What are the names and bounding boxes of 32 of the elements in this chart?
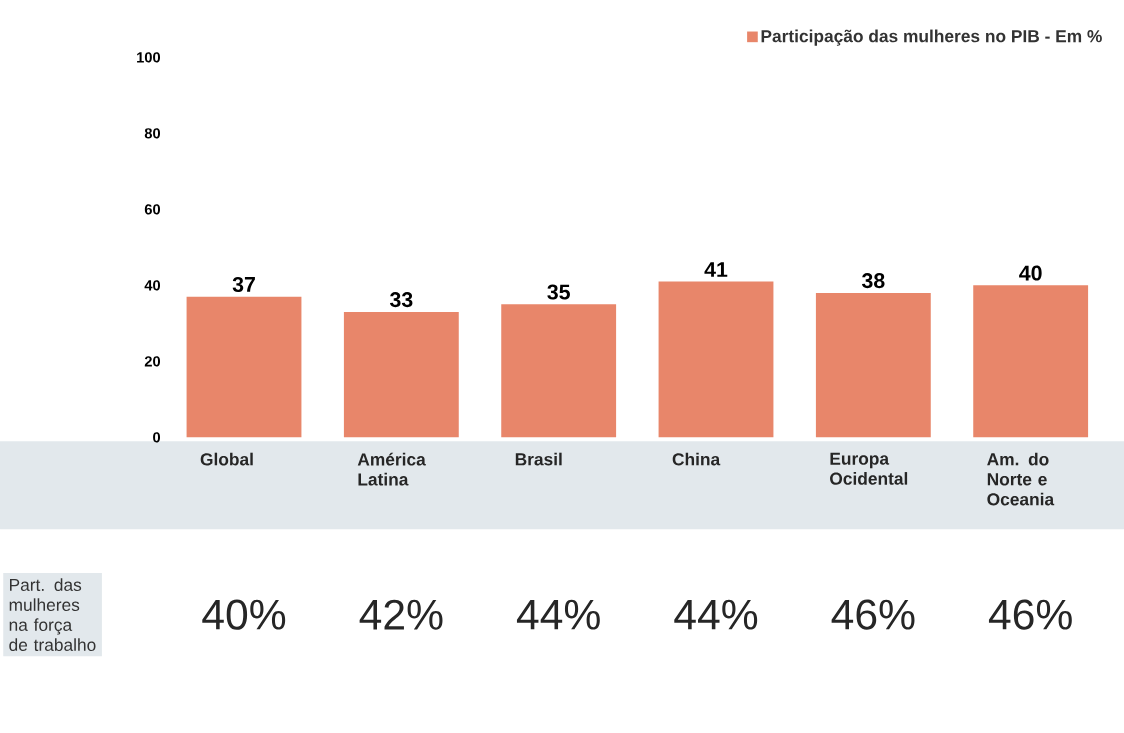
data-label: 33 [389, 291, 413, 308]
y-tick-label: 100 [137, 52, 161, 63]
bar [658, 281, 774, 438]
x-tick-label: Brasil [515, 452, 562, 466]
x-tick-label: Am. do Norte e Oceania [987, 452, 1055, 506]
legend-label: Participação das mulheres no PIB - Em % [761, 29, 1102, 46]
text: Part. das mulheres na força de trabalho [9, 578, 96, 651]
data-label: 37 [232, 276, 255, 292]
x-tick-label: China [672, 452, 721, 466]
text: 44% [674, 599, 758, 630]
bar [973, 285, 1089, 438]
bar [186, 296, 302, 438]
data-label: 35 [547, 284, 570, 300]
x-tick-label: Europa Ocidental [830, 452, 908, 485]
x-tick-label: Global [200, 452, 253, 466]
data-label: 38 [861, 272, 885, 289]
text: 46% [988, 599, 1072, 630]
text: 46% [831, 599, 915, 630]
text: 42% [359, 599, 443, 630]
bar [501, 304, 617, 438]
y-tick-label: 0 [153, 432, 161, 443]
text: 44% [516, 599, 600, 630]
x-tick-label: América Latina [357, 452, 426, 486]
bar [343, 311, 459, 438]
y-tick-label: 40 [144, 280, 161, 291]
bar [815, 292, 931, 438]
y-tick-label: 80 [144, 128, 161, 139]
text: 40% [202, 599, 286, 630]
data-label: 40 [1019, 265, 1042, 281]
data-label: 41 [704, 261, 728, 277]
y-tick-label: 20 [144, 356, 161, 367]
y-tick-label: 60 [144, 204, 161, 215]
